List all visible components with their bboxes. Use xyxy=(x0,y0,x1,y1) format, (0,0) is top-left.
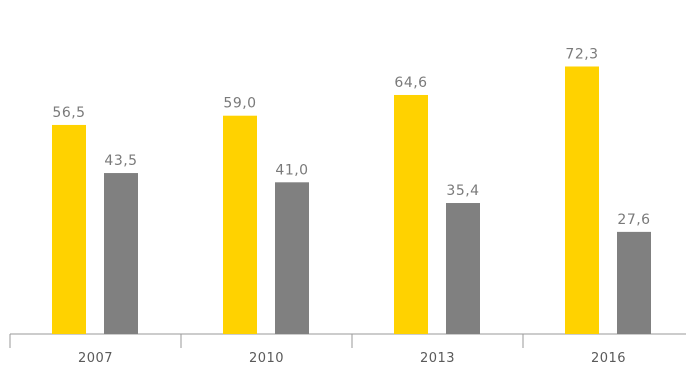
data-label-2016-series-1: 72,3 xyxy=(565,46,598,62)
bars-group xyxy=(52,66,651,335)
x-tick-label-2013: 2013 xyxy=(420,351,455,366)
x-tick-label-2007: 2007 xyxy=(78,351,113,366)
data-label-2007-series-1: 56,5 xyxy=(52,105,85,121)
bar-2010-series-2 xyxy=(275,182,309,334)
bar-2007-series-1 xyxy=(52,124,86,334)
bar-2013-series-1 xyxy=(394,94,428,334)
category-labels-group: 2007 2010 2013 2016 xyxy=(78,351,626,366)
bar-2013-series-2 xyxy=(446,203,480,334)
bar-2016-series-2 xyxy=(617,231,651,334)
data-label-2013-series-2: 35,4 xyxy=(446,183,479,199)
x-tick-label-2016: 2016 xyxy=(591,351,626,366)
value-labels-group: 56,5 43,5 59,0 41,0 64,6 35,4 72,3 27,6 xyxy=(52,46,650,227)
data-label-2010-series-1: 59,0 xyxy=(223,96,256,112)
bar-2016-series-1 xyxy=(565,66,599,335)
bar-2007-series-2 xyxy=(104,173,138,334)
x-axis-ticks xyxy=(9,334,524,348)
data-label-2016-series-2: 27,6 xyxy=(617,212,650,228)
data-label-2013-series-1: 64,6 xyxy=(394,75,427,91)
x-tick-label-2010: 2010 xyxy=(249,351,284,366)
data-label-2010-series-2: 41,0 xyxy=(275,162,308,178)
bar-2010-series-1 xyxy=(223,115,257,334)
data-label-2007-series-2: 43,5 xyxy=(104,153,137,169)
